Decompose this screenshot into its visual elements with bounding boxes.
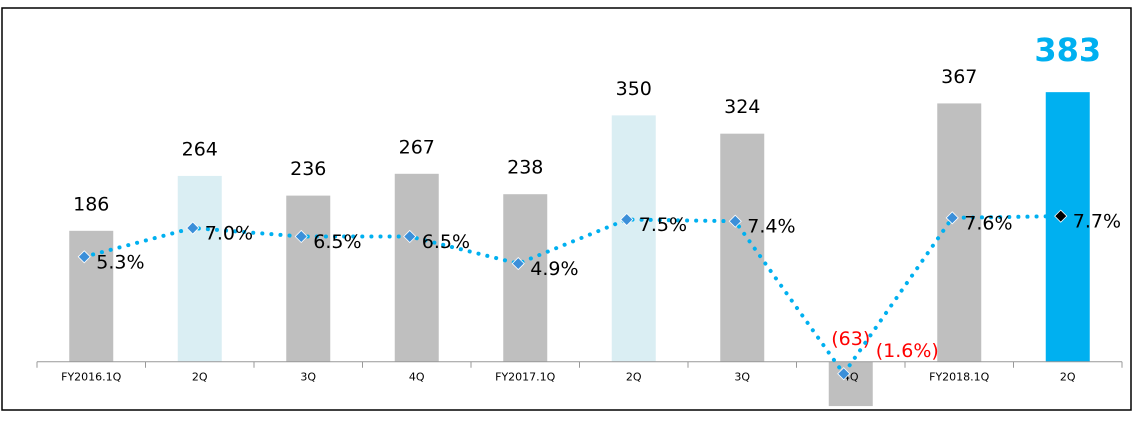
x-tick-label: 2Q [626, 371, 642, 384]
bar-label: 238 [507, 157, 543, 179]
ratio-label: 7.0% [205, 223, 253, 245]
bar [828, 361, 873, 407]
ratio-label: 7.7% [1073, 211, 1121, 233]
ratio-label: (1.6%) [876, 340, 939, 362]
bar-label: 267 [399, 136, 435, 158]
ratio-label: 7.6% [964, 212, 1012, 234]
bar [503, 194, 548, 362]
ratio-marker [403, 229, 417, 244]
ratio-marker [728, 214, 742, 228]
bar [69, 230, 114, 362]
x-tick-label: 2Q [192, 371, 208, 384]
bar-label: 236 [290, 158, 326, 180]
ratio-marker [294, 229, 308, 244]
ratio-marker [837, 367, 851, 381]
ratio-label: 6.5% [313, 231, 361, 253]
bar [937, 103, 982, 362]
bar-label: 324 [724, 96, 760, 118]
x-tick-label: 3Q [734, 371, 750, 384]
bar-label: 350 [616, 78, 652, 100]
frame [1, 7, 1132, 411]
bar [611, 115, 656, 362]
ratio-marker [511, 257, 525, 271]
ratio-marker [186, 221, 200, 235]
ratio-label: 6.5% [422, 231, 470, 253]
x-tick-label: FY2016.1Q [61, 371, 122, 384]
ratio-line [82, 214, 1063, 378]
bar [394, 173, 439, 362]
ratio-marker [620, 212, 634, 227]
ratio-marker [945, 211, 959, 225]
bar [1045, 92, 1090, 362]
ratio-marker [77, 250, 91, 264]
ratio-label: 5.3% [96, 251, 144, 273]
bar-label: 383 [1034, 31, 1101, 69]
bar [720, 133, 765, 362]
bar-label: 264 [182, 138, 218, 160]
x-tick-label: 3Q [300, 371, 316, 384]
bar-label: 367 [941, 66, 977, 88]
bar [286, 195, 331, 362]
bar-label: (63) [831, 328, 870, 350]
ratio-label: 7.4% [747, 216, 795, 238]
x-tick-label: 4Q [409, 371, 425, 384]
ratio-label: 4.9% [530, 258, 578, 280]
ratio-label: 7.5% [639, 214, 687, 236]
x-tick-label: FY2018.1Q [929, 371, 990, 384]
bar [177, 175, 222, 362]
x-tick-label: FY2017.1Q [495, 371, 556, 384]
ratio-marker [1054, 209, 1068, 223]
x-tick-label: 2Q [1060, 371, 1076, 384]
bar-label: 186 [73, 193, 109, 215]
